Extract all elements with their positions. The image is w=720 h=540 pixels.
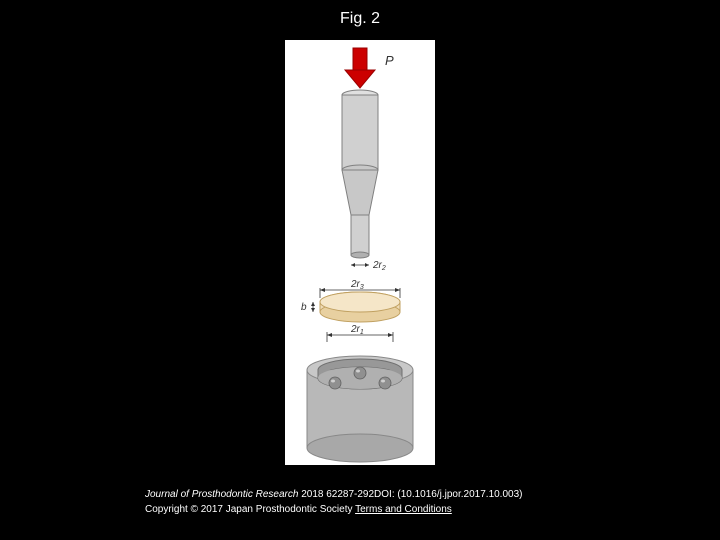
figure-diagram: P 2r2 2r3 [285,40,435,465]
figure-title: Fig. 2 [0,10,720,28]
citation-line: Journal of Prosthodontic Research 2018 6… [145,489,522,500]
disc-specimen [320,292,400,322]
citation-details: 2018 62287-292DOI: (10.1016/j.jpor.2017.… [298,489,522,500]
copyright-line: Copyright © 2017 Japan Prosthodontic Soc… [145,504,452,515]
dimension-2r2 [351,263,369,267]
copyright-text: Copyright © 2017 Japan Prosthodontic Soc… [145,504,355,515]
label-2r1: 2r1 [350,324,364,336]
label-2r3: 2r3 [350,279,364,291]
dimension-b [311,302,315,312]
label-p: P [385,53,394,68]
label-b: b [301,302,307,313]
label-2r2: 2r2 [372,260,386,272]
piston [342,90,378,258]
force-arrow [345,48,375,88]
support-base [307,356,413,462]
terms-link[interactable]: Terms and Conditions [355,504,452,515]
journal-name: Journal of Prosthodontic Research [145,489,298,500]
